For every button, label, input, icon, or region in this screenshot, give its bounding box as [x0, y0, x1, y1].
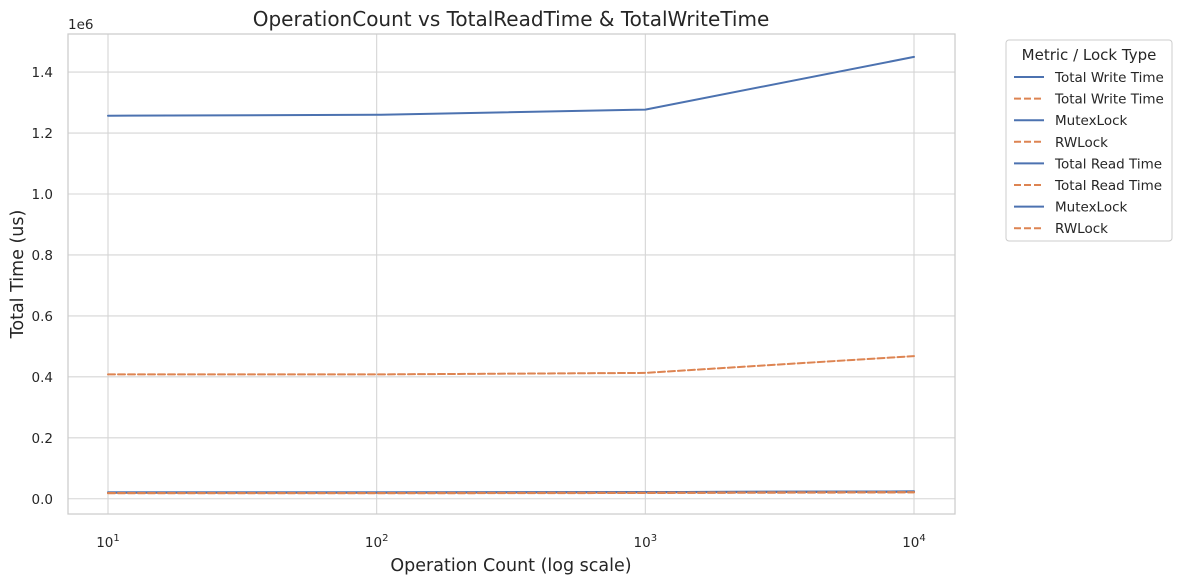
x-tick-label: 103	[634, 533, 658, 551]
plot-frame	[67, 33, 956, 515]
legend-entry: Total Write Time	[1014, 70, 1164, 86]
y-tick-label: 0.4	[32, 370, 53, 386]
series-line	[107, 55, 915, 117]
x-tick-label: 101	[96, 533, 120, 551]
legend-label: MutexLock	[1055, 200, 1128, 216]
legend: Metric / Lock Type Total Write TimeTotal…	[1005, 39, 1173, 242]
y-axis-title: Total Time (us)	[8, 210, 28, 340]
legend-entry: Total Write Time	[1014, 92, 1164, 108]
y-tick-label: 1.2	[32, 126, 53, 142]
legend-entry: Total Read Time	[1014, 156, 1162, 172]
legend-entry: RWLock	[1014, 221, 1108, 237]
series-line	[107, 355, 915, 376]
y-tick-label: 0.6	[32, 309, 53, 325]
legend-label: Total Read Time	[1054, 178, 1162, 194]
y-tick-label: 1.0	[32, 187, 53, 203]
x-tick-labels: 101 102 103 104	[96, 533, 926, 551]
legend-entry: RWLock	[1014, 135, 1108, 151]
legend-entry: MutexLock	[1014, 200, 1128, 216]
series-lines	[107, 55, 915, 495]
legend-label: MutexLock	[1055, 113, 1128, 129]
y-tick-label: 0.0	[32, 492, 53, 508]
chart-title: OperationCount vs TotalReadTime & TotalW…	[253, 7, 770, 31]
legend-entry: MutexLock	[1014, 113, 1128, 129]
y-offset-label: 1e6	[68, 17, 93, 33]
y-tick-label: 0.2	[32, 431, 53, 447]
x-tick-label: 102	[365, 533, 389, 551]
legend-label: Total Write Time	[1054, 70, 1164, 86]
y-tick-label: 1.4	[32, 65, 53, 81]
legend-title: Metric / Lock Type	[1022, 46, 1157, 64]
x-tick-label: 104	[902, 533, 926, 551]
legend-label: Total Read Time	[1054, 156, 1162, 172]
legend-frame	[1005, 39, 1173, 242]
grid-lines	[68, 34, 955, 514]
series-line	[107, 491, 915, 494]
legend-label: RWLock	[1055, 135, 1108, 151]
legend-entry: Total Read Time	[1014, 178, 1162, 194]
y-tick-labels: 0.0 0.2 0.4 0.6 0.8 1.0 1.2 1.4	[32, 65, 53, 508]
x-axis-title: Operation Count (log scale)	[390, 556, 631, 576]
legend-entries: Total Write Time Total Write Time MutexLoc…	[1014, 70, 1164, 237]
legend-label: Total Write Time	[1054, 92, 1164, 108]
legend-label: RWLock	[1055, 221, 1108, 237]
y-tick-label: 0.8	[32, 248, 53, 264]
